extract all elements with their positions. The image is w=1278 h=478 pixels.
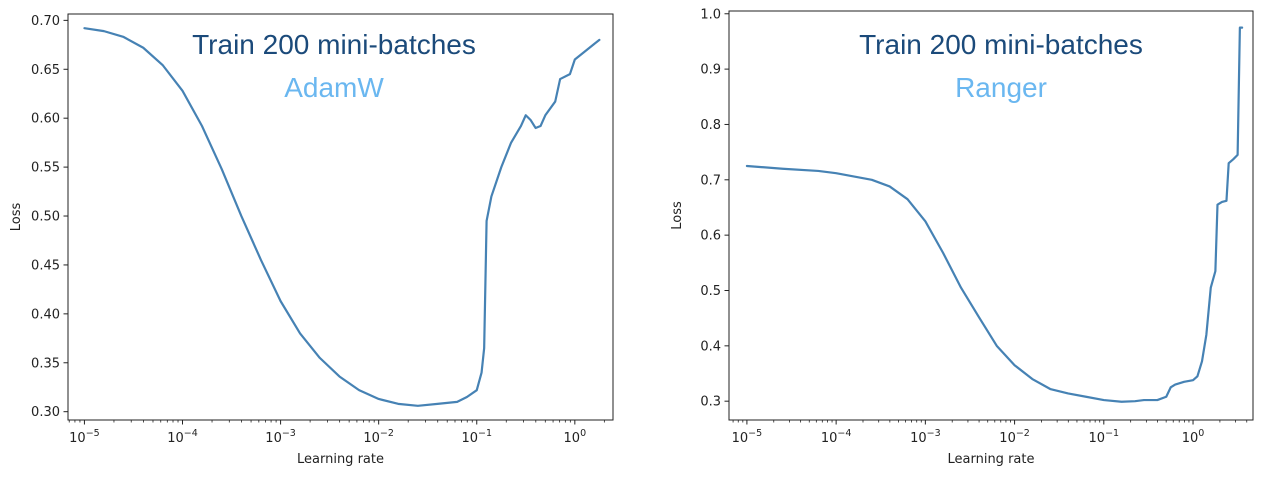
y-tick-label: 0.40 — [31, 307, 60, 322]
plot-frame — [67, 13, 614, 421]
ranger-loss-chart: 10−5 10−4 10−3 10−2 10−1 100 0.3 0.4 0.5 0.6 0.7 0.… — [670, 7, 1254, 467]
x-tick-label: 10−1 — [461, 428, 492, 446]
y-tick-label: 0.5 — [700, 284, 721, 299]
y-tick-label: 0.30 — [31, 405, 60, 420]
x-tick-label: 10−4 — [167, 428, 198, 446]
chart-title: Train 200 mini-batches — [859, 29, 1143, 60]
x-tick-label: 10−4 — [821, 428, 852, 446]
x-tick-label: 10−2 — [999, 428, 1030, 446]
plot-frame — [728, 10, 1254, 421]
x-tick-label: 100 — [564, 428, 587, 446]
y-tick-label: 0.45 — [31, 258, 60, 273]
x-axis-label: Learning rate — [948, 452, 1035, 467]
y-tick-label: 0.9 — [700, 63, 721, 78]
y-tick-label: 0.55 — [31, 161, 60, 176]
x-tick-label: 10−5 — [732, 428, 763, 446]
y-tick-label: 0.3 — [700, 395, 721, 410]
y-tick-label: 0.6 — [700, 229, 721, 244]
x-tick-label: 10−5 — [69, 428, 100, 446]
y-tick-label: 1.0 — [700, 7, 721, 22]
loss-curve — [745, 26, 1244, 403]
x-tick-label: 10−3 — [265, 428, 296, 446]
chart-title: Train 200 mini-batches — [192, 29, 476, 60]
y-tick-label: 0.35 — [31, 356, 60, 371]
adamw-loss-chart: 10−5 10−4 10−3 10−2 10−1 100 0.30 0.35 0.40 0.45 0… — [9, 13, 614, 467]
loss-curve — [83, 27, 601, 407]
x-tick-label: 100 — [1182, 428, 1205, 446]
y-tick-label: 0.70 — [31, 14, 60, 29]
x-tick-label: 10−3 — [910, 428, 941, 446]
x-tick-label: 10−1 — [1089, 428, 1120, 446]
y-axis-label: Loss — [9, 203, 24, 232]
y-tick-label: 0.8 — [700, 118, 721, 133]
y-tick-label: 0.65 — [31, 63, 60, 78]
y-tick-label: 0.60 — [31, 112, 60, 127]
x-axis-label: Learning rate — [297, 452, 384, 467]
y-axis-label: Loss — [670, 201, 685, 230]
chart-subtitle: Ranger — [955, 72, 1047, 103]
y-tick-label: 0.4 — [700, 339, 721, 354]
y-tick-label: 0.7 — [700, 173, 721, 188]
chart-subtitle: AdamW — [284, 72, 384, 103]
x-tick-label: 10−2 — [363, 428, 394, 446]
y-tick-label: 0.50 — [31, 210, 60, 225]
